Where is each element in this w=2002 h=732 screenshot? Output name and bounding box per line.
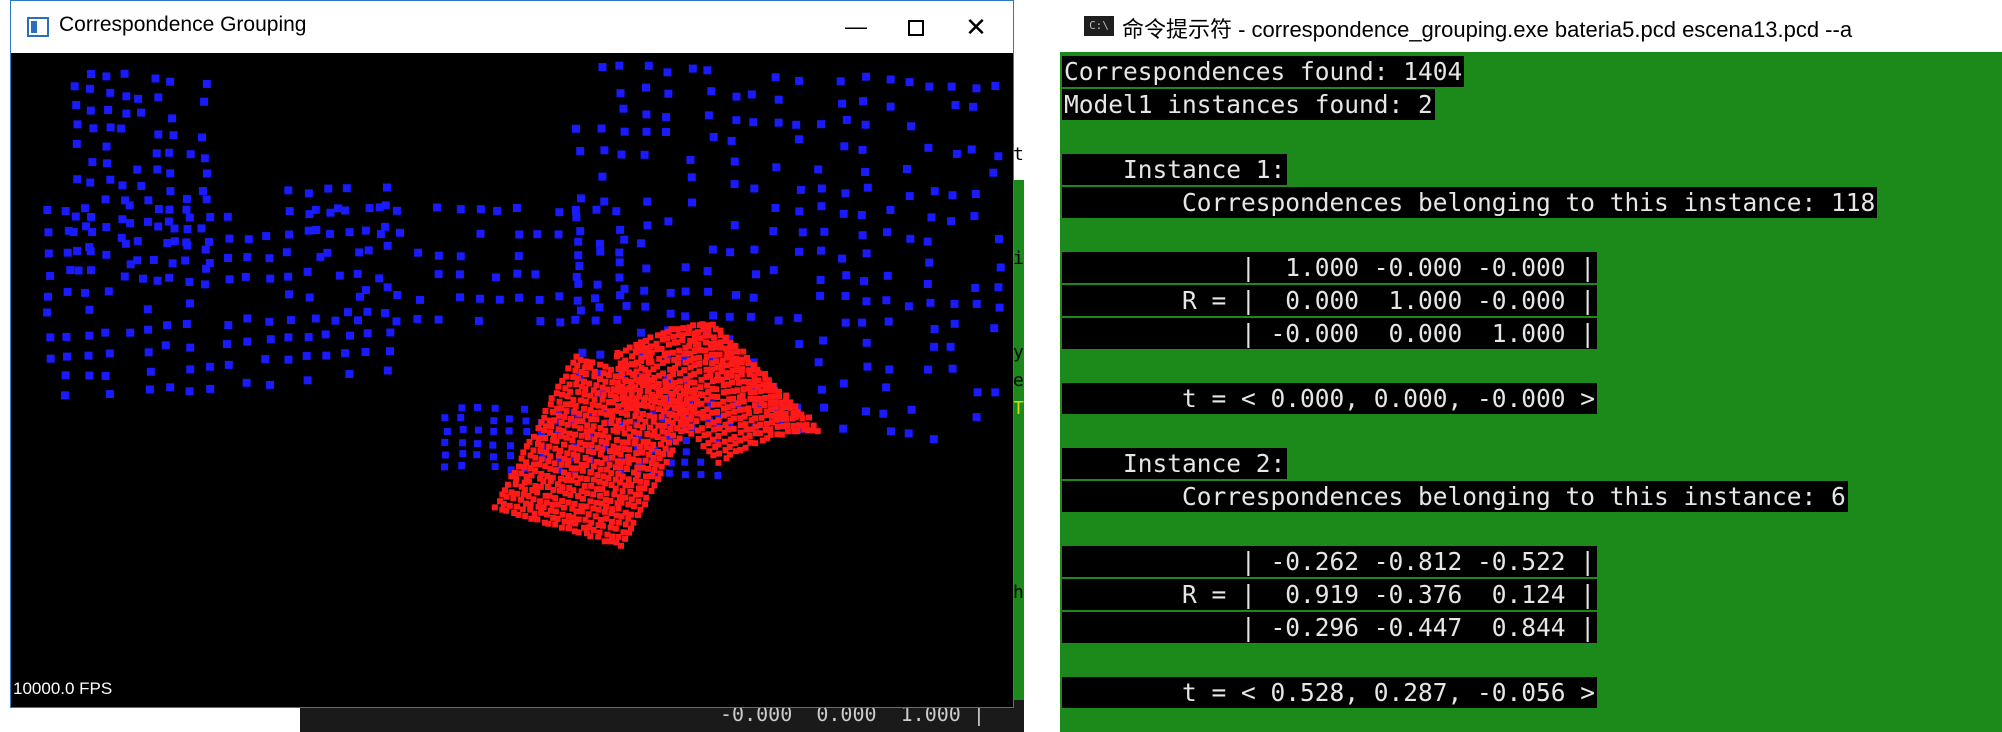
console-line-text: Instance 2: (1062, 448, 1288, 480)
console-line-text: | -0.262 -0.812 -0.522 | (1062, 546, 1598, 578)
background-text-fragment: t (1013, 144, 1024, 165)
console-line-text: Correspondences belonging to this instan… (1062, 186, 1878, 218)
console-line (1062, 644, 2002, 677)
console-line-text: R = | 0.919 -0.376 0.124 | (1062, 579, 1598, 610)
console-line-text: | 1.000 -0.000 -0.000 | (1062, 252, 1598, 284)
console-line-text: Model1 instances found: 2 (1062, 88, 1435, 120)
console-line-text: R = | 0.000 1.000 -0.000 | (1062, 284, 1598, 316)
viewer-window[interactable]: Correspondence Grouping — ✕ 10000.0 FPS (10, 0, 1014, 708)
background-text-fragment: h (1013, 582, 1024, 603)
minimize-button[interactable]: — (845, 14, 867, 39)
background-text-fragment: T (1013, 398, 1024, 419)
fps-counter: 10000.0 FPS (13, 679, 113, 698)
console-line (1062, 121, 2002, 154)
viewer-title-bar[interactable]: Correspondence Grouping — ✕ (11, 1, 1013, 53)
close-button[interactable]: ✕ (965, 12, 987, 42)
point-cloud-render (43, 61, 1005, 549)
console-line: t = < 0.000, 0.000, -0.000 > (1062, 382, 2002, 416)
console-line: Instance 2: (1062, 448, 2002, 481)
console-line: R = | 0.000 1.000 -0.000 | (1062, 284, 2002, 318)
console-title: 命令提示符 - correspondence_grouping.exe bate… (1122, 17, 1853, 42)
console-line: t = < 0.528, 0.287, -0.056 > (1062, 677, 2002, 710)
console-line: Instance 1: (1062, 154, 2002, 187)
background-text-fragment: i (1013, 248, 1024, 269)
console-output: Correspondences found: 1404 Model1 instan… (1062, 56, 2002, 710)
background-text-fragment: e (1013, 370, 1024, 391)
scene-point-cloud (43, 61, 1005, 479)
maximize-icon (908, 20, 924, 37)
app-icon (27, 17, 49, 37)
console-line-text: | -0.296 -0.447 0.844 | (1062, 611, 1598, 643)
background-text-fragment: y (1013, 342, 1024, 363)
console-window[interactable]: C:\ 命令提示符 - correspondence_grouping.exe … (1060, 0, 2002, 732)
console-title-bar[interactable]: C:\ 命令提示符 - correspondence_grouping.exe … (1060, 0, 2002, 52)
point-cloud-canvas[interactable]: 10000.0 FPS (11, 53, 1013, 707)
console-line: | -0.000 0.000 1.000 | (1062, 317, 2002, 351)
console-icon: C:\ (1084, 16, 1114, 36)
console-line-text: Correspondences found: 1404 (1062, 56, 1465, 87)
console-line (1062, 416, 2002, 449)
console-line: | -0.262 -0.812 -0.522 | (1062, 546, 2002, 579)
console-line: | 1.000 -0.000 -0.000 | (1062, 252, 2002, 285)
console-line-text: | -0.000 0.000 1.000 | (1062, 317, 1598, 349)
console-line-text: Instance 1: (1062, 154, 1288, 186)
console-line (1062, 219, 2002, 252)
maximize-button[interactable] (887, 1, 945, 53)
console-line: Correspondences found: 1404 (1062, 56, 2002, 89)
console-line: Model1 instances found: 2 (1062, 88, 2002, 122)
viewer-title: Correspondence Grouping (59, 13, 307, 36)
console-line-text: t = < 0.000, 0.000, -0.000 > (1062, 382, 1598, 414)
console-line: | -0.296 -0.447 0.844 | (1062, 611, 2002, 645)
console-line (1062, 350, 2002, 383)
model-instance-cloud (491, 321, 821, 549)
console-line: Correspondences belonging to this instan… (1062, 186, 2002, 220)
console-line: Correspondences belonging to this instan… (1062, 480, 2002, 514)
console-line-text: Correspondences belonging to this instan… (1062, 480, 1848, 512)
console-line (1062, 514, 2002, 547)
console-line-text: t = < 0.528, 0.287, -0.056 > (1062, 677, 1598, 709)
background-window-edge (1011, 180, 1024, 732)
console-line: R = | 0.919 -0.376 0.124 | (1062, 579, 2002, 612)
